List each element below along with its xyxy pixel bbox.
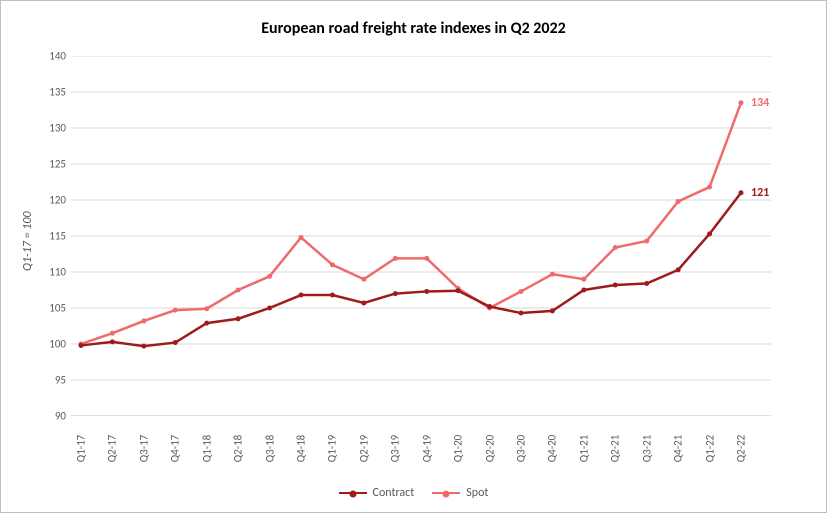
x-tick-label: Q4-19: [420, 435, 433, 463]
x-tick-label: Q2-20: [483, 435, 496, 463]
series-line-contract: [81, 193, 741, 346]
end-label-contract: 121: [751, 186, 769, 200]
series-marker-spot: [204, 306, 209, 311]
series-marker-contract: [79, 343, 84, 348]
series-marker-contract: [676, 267, 681, 272]
x-tick-label: Q2-22: [735, 435, 748, 463]
x-tick-label: Q1-21: [577, 435, 590, 463]
series-marker-contract: [173, 340, 178, 345]
series-marker-contract: [267, 306, 272, 311]
legend-swatch-spot: [432, 492, 460, 494]
y-tick-label: 120: [41, 194, 66, 207]
series-marker-spot: [299, 235, 304, 240]
y-tick-label: 135: [41, 86, 66, 99]
series-marker-contract: [330, 293, 335, 298]
legend-item-spot: Spot: [432, 486, 488, 500]
y-tick-label: 90: [41, 410, 66, 423]
series-marker-contract: [110, 339, 115, 344]
series-marker-spot: [236, 288, 241, 293]
y-tick-label: 130: [41, 122, 66, 135]
end-label-spot: 134: [751, 96, 769, 110]
x-tick-label: Q3-20: [515, 435, 528, 463]
series-marker-contract: [141, 344, 146, 349]
series-marker-contract: [613, 282, 618, 287]
x-tick-label: Q4-17: [169, 435, 182, 463]
y-tick-label: 105: [41, 302, 66, 315]
series-marker-contract: [299, 293, 304, 298]
x-tick-label: Q1-18: [200, 435, 213, 463]
series-marker-spot: [707, 185, 712, 190]
y-tick-label: 100: [41, 338, 66, 351]
series-marker-contract: [487, 304, 492, 309]
x-tick-label: Q4-18: [295, 435, 308, 463]
y-axis-label: Q1-17 = 100: [21, 211, 35, 271]
y-tick-label: 125: [41, 158, 66, 171]
series-marker-contract: [644, 281, 649, 286]
series-marker-spot: [110, 331, 115, 336]
series-marker-spot: [550, 272, 555, 277]
series-marker-spot: [173, 308, 178, 313]
series-marker-spot: [393, 256, 398, 261]
series-marker-contract: [550, 308, 555, 313]
series-marker-contract: [707, 231, 712, 236]
legend-label-contract: Contract: [373, 486, 415, 500]
x-tick-label: Q3-18: [263, 435, 276, 463]
series-marker-spot: [644, 239, 649, 244]
legend-item-contract: Contract: [339, 486, 415, 500]
x-tick-label: Q2-17: [106, 435, 119, 463]
chart-title: European road freight rate indexes in Q2…: [1, 19, 826, 38]
chart-svg: [71, 56, 771, 416]
x-tick-label: Q2-18: [232, 435, 245, 463]
x-tick-label: Q4-20: [546, 435, 559, 463]
x-tick-label: Q1-19: [326, 435, 339, 463]
y-tick-label: 140: [41, 50, 66, 63]
x-tick-label: Q3-21: [640, 435, 653, 463]
series-marker-contract: [424, 289, 429, 294]
x-tick-label: Q1-17: [75, 435, 88, 463]
series-marker-spot: [739, 100, 744, 105]
x-tick-label: Q1-20: [452, 435, 465, 463]
series-marker-spot: [613, 245, 618, 250]
series-marker-contract: [361, 300, 366, 305]
series-marker-spot: [519, 289, 524, 294]
series-marker-contract: [236, 316, 241, 321]
plot-area: [71, 56, 771, 416]
series-marker-spot: [361, 277, 366, 282]
x-tick-label: Q2-21: [609, 435, 622, 463]
chart-container: European road freight rate indexes in Q2…: [0, 0, 827, 513]
series-marker-spot: [424, 256, 429, 261]
x-tick-label: Q3-17: [137, 435, 150, 463]
series-marker-contract: [204, 321, 209, 326]
x-tick-label: Q1-22: [703, 435, 716, 463]
series-marker-spot: [267, 274, 272, 279]
series-marker-contract: [456, 288, 461, 293]
series-marker-contract: [739, 190, 744, 195]
series-marker-spot: [676, 199, 681, 204]
series-marker-contract: [393, 291, 398, 296]
legend-label-spot: Spot: [466, 486, 488, 500]
x-tick-label: Q4-21: [672, 435, 685, 463]
series-marker-spot: [141, 318, 146, 323]
series-marker-spot: [330, 262, 335, 267]
y-tick-label: 95: [41, 374, 66, 387]
legend-swatch-contract: [339, 492, 367, 494]
y-tick-label: 115: [41, 230, 66, 243]
x-tick-label: Q3-19: [389, 435, 402, 463]
series-marker-contract: [581, 288, 586, 293]
series-marker-contract: [519, 311, 524, 316]
x-tick-label: Q2-19: [357, 435, 370, 463]
legend: Contract Spot: [1, 486, 826, 500]
series-marker-spot: [581, 277, 586, 282]
y-tick-label: 110: [41, 266, 66, 279]
